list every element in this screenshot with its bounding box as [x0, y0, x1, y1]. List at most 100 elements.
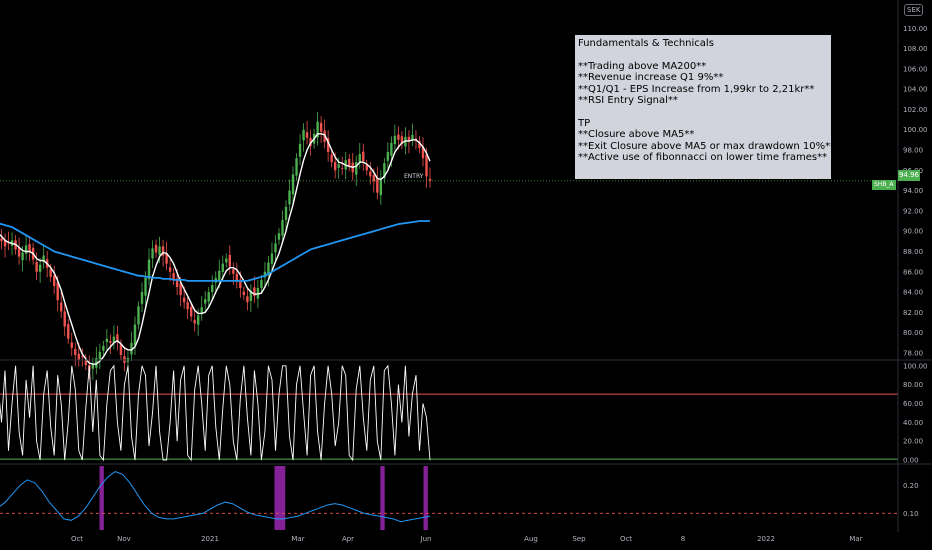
- candle-body: [386, 152, 390, 161]
- candle-body: [70, 342, 73, 348]
- candle-body: [133, 324, 137, 346]
- candle-body: [232, 269, 235, 274]
- candle-body: [274, 243, 277, 253]
- highlight-band: [380, 466, 385, 530]
- ma-long-line: [0, 220, 430, 282]
- candle-body: [393, 135, 397, 145]
- candle-body: [116, 334, 119, 341]
- y-tick-label: 78.00: [903, 349, 923, 357]
- candle-body: [400, 136, 404, 144]
- candle-body: [182, 297, 186, 303]
- x-tick-label: 8: [681, 535, 685, 543]
- candle-body: [161, 246, 165, 256]
- candle-body: [91, 364, 95, 369]
- candle-body: [193, 320, 196, 324]
- x-tick-label: Sep: [572, 535, 586, 543]
- x-tick-label: Jun: [420, 535, 432, 543]
- candle-body: [428, 178, 432, 181]
- x-tick-label: Oct: [620, 535, 632, 543]
- candle-body: [319, 122, 323, 132]
- candle-body: [362, 151, 365, 162]
- candle-body: [277, 233, 281, 240]
- rsi-tick-label: 60.00: [903, 400, 923, 408]
- candle-body: [249, 291, 253, 301]
- candle-body: [17, 247, 21, 257]
- candle-body: [256, 288, 260, 299]
- note-line: **Q1/Q1 - EPS Increase from 1,99kr to 2,…: [578, 83, 815, 95]
- candle-body: [333, 162, 337, 171]
- candle-body: [372, 175, 376, 182]
- last-price-badge: 94.96: [898, 170, 920, 181]
- candle-body: [112, 336, 116, 343]
- candle-body: [119, 344, 123, 355]
- entry-label: ENTRY: [404, 173, 424, 180]
- oscillator-pane: 0.10 0.20: [0, 466, 919, 530]
- candle-body: [105, 338, 109, 343]
- y-tick-label: 90.00: [903, 228, 923, 236]
- candle-body: [77, 353, 80, 361]
- note-line: [578, 49, 828, 60]
- candle-body: [147, 259, 151, 280]
- candle-body: [196, 315, 200, 325]
- note-line: **Active use of fibonnacci on lower time…: [578, 152, 828, 164]
- candle-body: [355, 162, 358, 175]
- candle-body: [414, 138, 418, 140]
- x-tick-label: Aug: [524, 535, 538, 543]
- candle-body: [21, 252, 24, 261]
- x-tick-label: Mar: [291, 535, 304, 543]
- candle-body: [305, 132, 309, 138]
- candle-body: [0, 238, 3, 242]
- note-line: Fundamentals & Technicals: [578, 38, 714, 49]
- candle-body: [3, 240, 7, 247]
- ma-short-line: [0, 133, 431, 365]
- y-tick-label: 102.00: [903, 106, 928, 114]
- y-tick-label: 82.00: [903, 309, 923, 317]
- candle-body: [390, 142, 393, 156]
- y-tick-label: 88.00: [903, 248, 923, 256]
- highlight-band: [99, 466, 104, 530]
- candle-body: [421, 146, 425, 159]
- currency-badge[interactable]: SEK: [904, 4, 924, 16]
- candle-body: [228, 254, 232, 267]
- x-tick-label: Mar: [849, 535, 862, 543]
- candle-body: [425, 154, 428, 177]
- rsi-tick-label: 80.00: [903, 381, 923, 389]
- pane-separators: [0, 0, 932, 532]
- price-candles: [0, 111, 432, 380]
- candle-body: [95, 358, 98, 368]
- candle-body: [60, 302, 63, 312]
- strategy-note[interactable]: Fundamentals & Technicals **Trading abov…: [575, 35, 836, 179]
- candle-body: [239, 279, 242, 288]
- y-tick-label: 104.00: [903, 86, 928, 94]
- note-line: **RSI Entry Signal**: [578, 95, 678, 107]
- candle-body: [7, 242, 10, 244]
- candle-body: [358, 154, 361, 163]
- candle-body: [376, 177, 379, 193]
- candle-body: [379, 178, 383, 196]
- candle-body: [35, 262, 38, 272]
- y-tick-label: 108.00: [903, 45, 928, 53]
- candle-body: [418, 141, 421, 148]
- note-line: **Trading above MA200**: [578, 60, 707, 72]
- x-tick-label: Apr: [342, 535, 354, 543]
- y-tick-label: 110.00: [903, 25, 928, 33]
- candle-body: [218, 270, 221, 282]
- candle-body: [172, 272, 175, 280]
- candle-body: [200, 307, 203, 315]
- candle-body: [411, 134, 414, 140]
- oscillator-line: [0, 471, 431, 523]
- candle-body: [397, 134, 400, 140]
- candle-body: [365, 164, 368, 171]
- candle-body: [302, 129, 305, 141]
- candle-body: [281, 220, 284, 236]
- x-tick-label: 2022: [757, 535, 775, 543]
- candle-body: [189, 306, 193, 317]
- y-tick-label: 98.00: [903, 147, 923, 155]
- rsi-tick-label: 0.00: [903, 457, 919, 465]
- candle-body: [84, 359, 88, 366]
- price-axis: 78.00 80.00 82.00 84.00 86.00 88.00 90.00 92.00…: [903, 25, 928, 358]
- candle-body: [337, 164, 340, 168]
- candle-body: [175, 278, 179, 287]
- note-line: **Exit Closure above MA5 or max drawdown…: [578, 140, 836, 152]
